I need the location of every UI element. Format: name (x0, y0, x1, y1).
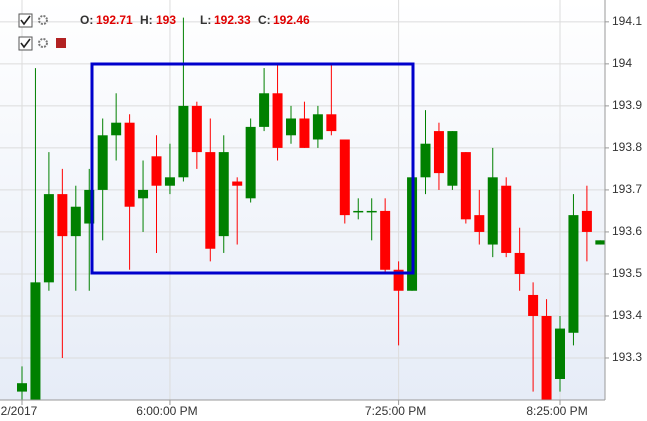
candle-body (514, 252, 525, 274)
candle-body (272, 93, 283, 148)
x-tick-label: 6:00:00 PM (136, 404, 197, 418)
candles (17, 17, 606, 400)
y-tick-label: 194 (612, 56, 632, 70)
y-tick-label: 193.5 (612, 266, 642, 280)
candle-body (43, 194, 54, 283)
candle-body (447, 131, 458, 186)
color-swatch[interactable] (56, 38, 66, 48)
candle-body (259, 93, 270, 127)
candle-body (487, 177, 498, 245)
candle-body (581, 210, 592, 232)
candle-body (595, 240, 606, 245)
legend-value: 193 (156, 13, 176, 27)
candle-body (178, 105, 189, 178)
candle-body (286, 118, 296, 136)
candle-body (528, 294, 539, 316)
y-tick-label: 193.7 (612, 182, 642, 196)
candle-body (541, 315, 552, 400)
legend-label: H: (140, 13, 153, 27)
candle-body (191, 105, 202, 153)
candle-body (245, 126, 256, 199)
candle-body (84, 189, 95, 224)
candle-body (339, 139, 350, 216)
y-tick-label: 193.8 (612, 140, 642, 154)
candle-body (420, 143, 431, 178)
y-tick-label: 193.3 (612, 350, 642, 364)
candle-body (97, 135, 108, 190)
x-tick-label: 8:25:00 PM (526, 404, 587, 418)
candle-body (164, 177, 175, 186)
legend-value: 192.33 (214, 13, 251, 27)
candle-body (433, 131, 444, 174)
candle-body (474, 215, 485, 232)
check-mark (20, 15, 31, 26)
x-tick-label: 7:25:00 PM (365, 404, 426, 418)
candle-body (501, 185, 512, 253)
legend-controls (18, 13, 66, 51)
candle-body (57, 194, 68, 237)
candle-body (299, 118, 310, 148)
candle-body (555, 328, 565, 379)
y-tick-label: 193.6 (612, 224, 642, 238)
legend-value: 192.71 (96, 13, 133, 27)
candle-body (460, 152, 471, 220)
settings-icon[interactable] (38, 15, 48, 25)
y-tick-label: 193.4 (612, 308, 642, 322)
candle-body (111, 122, 122, 136)
y-tick-label: 194.1 (612, 14, 642, 28)
candle-body (138, 189, 149, 199)
check-mark (20, 38, 31, 49)
candle-body (151, 156, 162, 186)
legend-label: C: (258, 13, 271, 27)
candle-body (205, 152, 216, 249)
legend-value: 192.46 (273, 13, 310, 27)
candle-body (380, 210, 391, 270)
candle-body (353, 210, 364, 213)
candle-body (70, 206, 81, 237)
candle-body (366, 210, 377, 213)
selection-box (90, 62, 415, 275)
candle-body (312, 114, 323, 140)
legend-label: L: (200, 13, 211, 27)
candle-body (124, 122, 135, 207)
candle-body (17, 383, 27, 392)
x-tick-label: 2/2017 (1, 404, 38, 418)
candle-body (393, 269, 404, 291)
y-tick-label: 193.9 (612, 98, 642, 112)
candle-body (326, 114, 337, 132)
candle-body (30, 282, 41, 400)
legend-label: O: (80, 13, 93, 27)
candle-body (218, 152, 229, 237)
candle-body (568, 215, 579, 333)
candle-body (232, 181, 243, 186)
settings-icon[interactable] (38, 38, 48, 48)
